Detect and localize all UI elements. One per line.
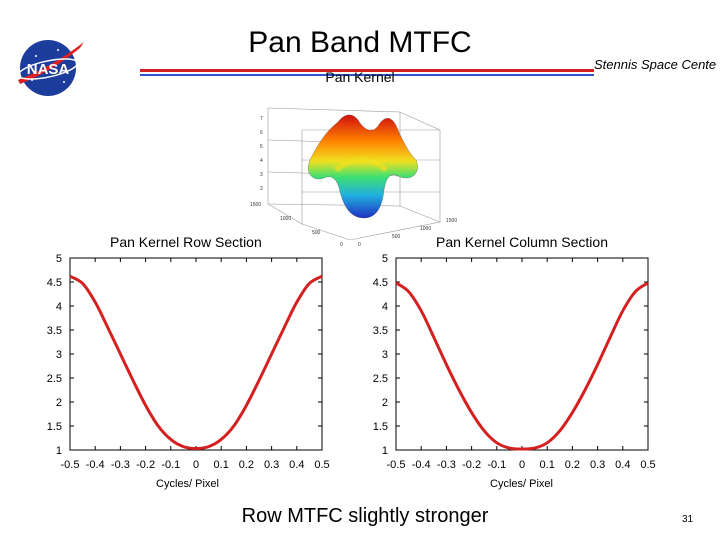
plot-frame [395, 257, 649, 451]
column-section-title: Pan Kernel Column Section [436, 234, 608, 250]
nasa-logo: NASA [14, 36, 86, 100]
x-tick-label: -0.4 [412, 459, 431, 471]
row-section-chart: -0.5 -0.4 -0.3 -0.2 -0.1 0 0.1 0.2 0.3 0.4 0.5 5 4.5… [26, 246, 356, 496]
center-name: Stennis Space Cente [594, 57, 717, 72]
axis-a-tick: 500 [312, 230, 321, 236]
x-tick-label: 0.1 [540, 459, 555, 471]
z-tick: 6 [260, 130, 263, 136]
x-tick-label: 0 [193, 459, 199, 471]
y-tick-label: 2.5 [373, 373, 388, 385]
series-line [69, 274, 323, 451]
x-axis-label: Cycles/ Pixel [156, 478, 219, 490]
y-tick-label: 3 [382, 349, 388, 361]
row-section-plot: -0.5 -0.4 -0.3 -0.2 -0.1 0 0.1 0.2 0.3 0.4 0.5 5 4.5… [47, 253, 330, 471]
page-number: 31 [682, 514, 694, 525]
y-tick-label: 3 [56, 349, 62, 361]
axis-b-tick: 1000 [420, 226, 431, 232]
z-tick: 7 [260, 116, 263, 122]
y-tick-label: 5 [382, 253, 388, 265]
z-tick: 2 [260, 186, 263, 192]
surface-plot-title: Pan Kernel [325, 69, 395, 85]
y-tick-label: 1 [382, 445, 388, 457]
kernel-surface [308, 114, 418, 219]
y-tick-label: 4 [382, 301, 388, 313]
y-tick-label: 3.5 [373, 325, 388, 337]
y-tick-label: 4 [56, 301, 62, 313]
y-tick-label: 2 [382, 397, 388, 409]
y-tick-label: 3.5 [47, 325, 62, 337]
x-axis-label: Cycles/ Pixel [490, 478, 553, 490]
x-tick-label: 0.3 [590, 459, 605, 471]
y-tick-label: 4.5 [47, 277, 62, 289]
nasa-logo-text: NASA [27, 61, 70, 78]
x-tick-label: -0.5 [387, 459, 406, 471]
y-tick-label: 5 [56, 253, 62, 265]
x-tick-label: 0 [519, 459, 525, 471]
y-tick-label: 1.5 [47, 421, 62, 433]
plot-frame [69, 257, 323, 451]
axis-a-tick: 1000 [280, 216, 291, 222]
column-section-chart: -0.5 -0.4 -0.3 -0.2 -0.1 0 0.1 0.2 0.3 0.4 0.5 5 4.5… [352, 246, 682, 496]
x-tick-label: -0.3 [111, 459, 130, 471]
y-tick-label: 1.5 [373, 421, 388, 433]
x-tick-label: -0.3 [437, 459, 456, 471]
axis-b-tick: 1500 [446, 218, 457, 224]
x-tick-label: -0.5 [61, 459, 80, 471]
axis-b-tick: 0 [358, 242, 361, 248]
slide-caption: Row MTFC slightly stronger [241, 505, 489, 527]
x-tick-label: -0.4 [86, 459, 105, 471]
x-tick-label: 0.3 [264, 459, 279, 471]
z-tick: 4 [260, 158, 263, 164]
column-section-plot: -0.5 -0.4 -0.3 -0.2 -0.1 0 0.1 0.2 0.3 0.4 0.5 5 4.5… [373, 253, 656, 471]
header-rule [140, 64, 594, 76]
y-tick-label: 2.5 [47, 373, 62, 385]
row-section-title: Pan Kernel Row Section [110, 234, 262, 250]
surface-plot: 7 6 5 4 3 2 1500 1000 500 0 0 500 1000 1… [240, 100, 490, 250]
x-tick-label: -0.2 [462, 459, 481, 471]
y-tick-label: 1 [56, 445, 62, 457]
x-tick-label: 0.2 [239, 459, 254, 471]
x-tick-label: 0.1 [214, 459, 229, 471]
x-tick-label: 0.5 [314, 459, 329, 471]
x-tick-label: 0.4 [615, 459, 630, 471]
x-tick-label: 0.4 [289, 459, 304, 471]
x-tick-label: -0.1 [161, 459, 180, 471]
y-tick-label: 2 [56, 397, 62, 409]
y-tick-label: 4.5 [373, 277, 388, 289]
x-tick-label: -0.1 [487, 459, 506, 471]
x-tick-label: -0.2 [136, 459, 155, 471]
z-tick: 5 [260, 144, 263, 150]
x-tick-label: 0.2 [565, 459, 580, 471]
series-line [395, 281, 649, 451]
axis-a-tick: 1500 [250, 202, 261, 208]
axis-b-tick: 500 [392, 234, 401, 240]
z-tick: 3 [260, 172, 263, 178]
x-tick-label: 0.5 [640, 459, 655, 471]
axis-a-tick: 0 [340, 242, 343, 248]
slide-title: Pan Band MTFC [248, 26, 472, 59]
